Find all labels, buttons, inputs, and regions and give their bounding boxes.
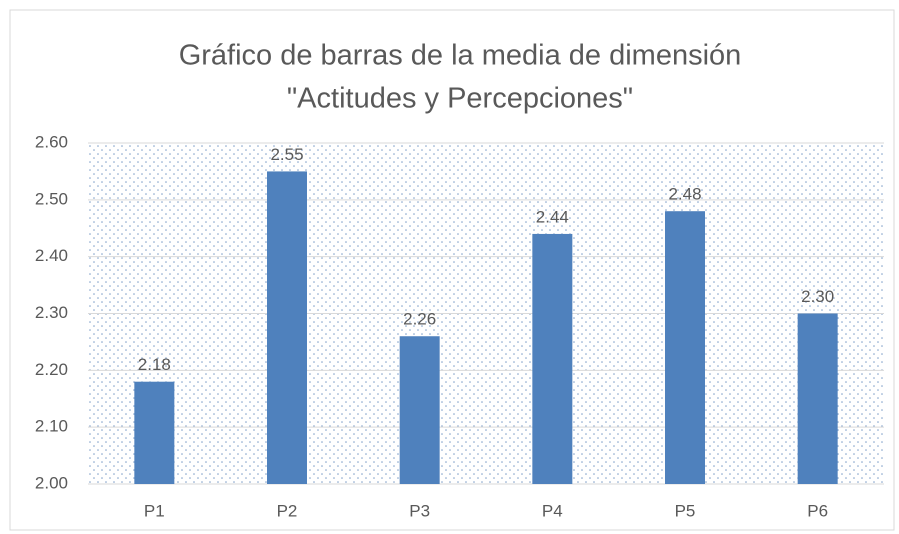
bar (399, 336, 440, 484)
y-tick-label: 2.60 (35, 132, 68, 151)
chart-title: Gráfico de barras de la media de dimensi… (179, 40, 742, 72)
data-label: 2.18 (138, 355, 171, 374)
y-tick-label: 2.40 (35, 246, 68, 265)
data-label: 2.44 (536, 207, 569, 226)
y-tick-label: 2.50 (35, 189, 68, 208)
bar (797, 313, 838, 484)
x-tick-label: P6 (807, 501, 828, 520)
x-tick-label: P4 (542, 501, 563, 520)
y-tick-label: 2.20 (35, 360, 68, 379)
x-tick-label: P5 (675, 501, 696, 520)
y-tick-label: 2.10 (35, 417, 68, 436)
bar (267, 171, 307, 484)
data-label: 2.55 (270, 145, 303, 164)
bar (665, 211, 705, 484)
data-label: 2.48 (668, 185, 701, 204)
chart-title: "Actitudes y Percepciones" (287, 83, 633, 115)
y-tick-label: 2.00 (35, 473, 68, 492)
x-tick-label: P1 (144, 501, 165, 520)
bar (134, 381, 175, 484)
data-label: 2.26 (403, 310, 436, 329)
y-tick-label: 2.30 (35, 303, 68, 322)
bar (532, 233, 573, 484)
data-label: 2.30 (801, 287, 834, 306)
x-tick-label: P2 (277, 501, 298, 520)
x-tick-label: P3 (409, 501, 430, 520)
